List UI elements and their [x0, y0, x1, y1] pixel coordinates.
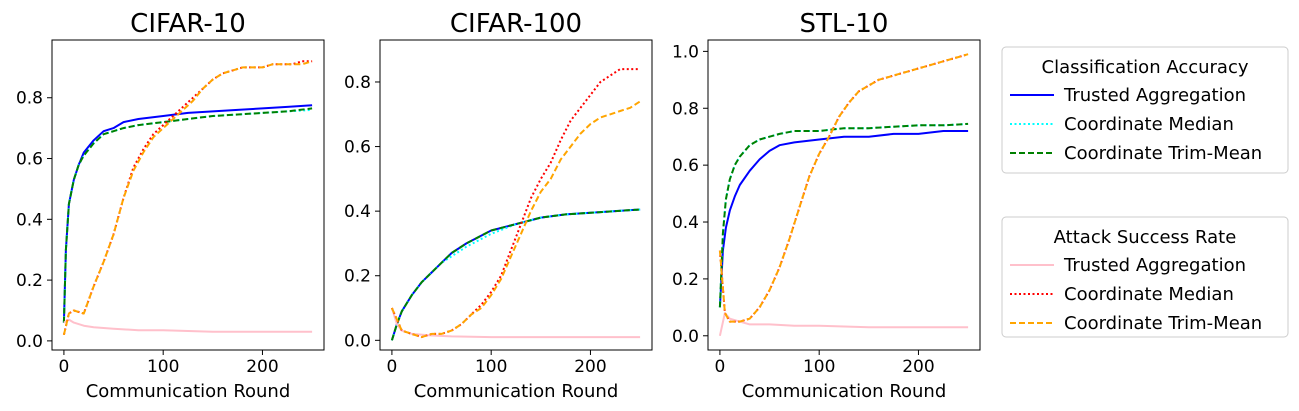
series-line [62, 104, 313, 323]
x-tick-label: 200 [246, 357, 278, 377]
y-tick-label: 0.2 [16, 271, 43, 291]
y-tick-label: 0.6 [16, 150, 43, 170]
legend-box [1001, 46, 1289, 174]
x-tick-label: 0 [386, 357, 397, 377]
y-tick-label: 0.4 [672, 213, 699, 233]
x-tick-label: 100 [803, 357, 835, 377]
chart-title: CIFAR-10 [130, 9, 246, 39]
series-line [718, 122, 969, 308]
y-tick-label: 1.0 [672, 42, 699, 62]
y-tick-label: 0.2 [672, 270, 699, 290]
legend-title: Attack Success Rate [1054, 227, 1237, 248]
x-tick-label: 0 [58, 357, 69, 377]
series-line [390, 100, 641, 339]
legend-label: Coordinate Median [1064, 284, 1234, 305]
legend-title: Classification Accuracy [1042, 57, 1249, 78]
series-line [390, 307, 641, 339]
series-line [62, 60, 313, 336]
legend-box [1001, 216, 1289, 338]
y-tick-label: 0.4 [344, 202, 371, 222]
series-line [718, 122, 969, 308]
axes-frame [707, 39, 981, 351]
axes-frame [379, 39, 653, 351]
y-tick-label: 0.0 [344, 331, 371, 351]
legend-label: Coordinate Median [1064, 114, 1234, 135]
y-tick-label: 0.6 [344, 138, 371, 158]
series-line [718, 312, 969, 337]
legend-label: Coordinate Trim-Mean [1064, 313, 1262, 334]
series-line [390, 208, 641, 341]
y-tick-label: 0.8 [672, 99, 699, 119]
y-tick-label: 0.0 [672, 327, 699, 347]
x-axis-label: Communication Round [86, 381, 291, 402]
x-axis-label: Communication Round [414, 381, 619, 402]
x-tick-label: 200 [574, 357, 606, 377]
series-line [62, 108, 313, 323]
series-line [63, 318, 313, 333]
y-tick-label: 0.6 [672, 156, 699, 176]
chart-title: STL-10 [800, 9, 889, 39]
y-tick-label: 0.8 [16, 89, 43, 109]
y-tick-label: 0.0 [16, 332, 43, 352]
legend-label: Coordinate Trim-Mean [1064, 143, 1262, 164]
legend-label: Trusted Aggregation [1063, 255, 1246, 276]
series-line [718, 53, 969, 323]
y-tick-label: 0.8 [344, 73, 371, 93]
x-tick-label: 0 [714, 357, 725, 377]
x-axis-label: Communication Round [742, 381, 947, 402]
series-line [390, 208, 641, 341]
x-tick-label: 200 [902, 357, 934, 377]
series-line [718, 53, 969, 323]
y-tick-label: 0.4 [16, 210, 43, 230]
x-tick-label: 100 [147, 357, 179, 377]
series-line [390, 68, 641, 339]
series-line [718, 130, 969, 308]
axes-frame [51, 39, 325, 351]
x-tick-label: 100 [475, 357, 507, 377]
series-line [62, 107, 313, 323]
legend-label: Trusted Aggregation [1063, 85, 1246, 106]
chart-title: CIFAR-100 [450, 9, 582, 39]
series-line [62, 60, 313, 336]
y-tick-label: 0.2 [344, 267, 371, 287]
